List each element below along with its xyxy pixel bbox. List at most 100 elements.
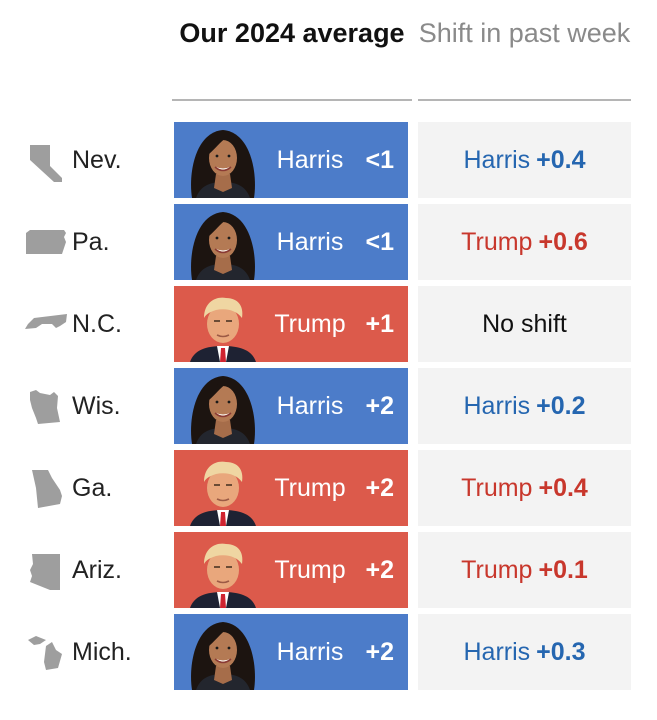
harris-eye-left: [215, 400, 219, 404]
trump-tie: [220, 512, 226, 526]
shift-candidate: Trump: [461, 228, 533, 256]
shift-candidate: Harris: [463, 638, 531, 666]
harris-lips: [214, 248, 232, 254]
leader-name: Trump: [274, 474, 346, 502]
harris-portrait-icon: [191, 212, 255, 280]
table-row: Pa. Harris <1 Trump +0.6: [0, 204, 657, 280]
trump-hair: [204, 461, 243, 482]
state-outline: [28, 636, 62, 670]
state-label: Ariz.: [72, 555, 122, 584]
trump-eye-left: [214, 566, 220, 568]
no-shift-label: No shift: [482, 310, 567, 338]
trump-face: [207, 469, 239, 507]
state-outline: [32, 470, 62, 508]
harris-smile: [216, 249, 230, 252]
state-cell: Ariz.: [24, 532, 122, 608]
trump-mouth: [216, 580, 230, 584]
lead-margin: <1: [365, 228, 394, 256]
state-cell: Wis.: [24, 368, 121, 444]
state-label: Wis.: [72, 391, 121, 420]
table-row: Ariz. Trump +2 Trump +0.1: [0, 532, 657, 608]
shift-value: +0.4: [536, 146, 586, 174]
leader-name: Harris: [276, 228, 344, 256]
shift-header-rule: [418, 99, 631, 101]
average-cell: Harris <1: [174, 122, 408, 198]
harris-eye-left: [215, 236, 219, 240]
lead-margin: +2: [365, 392, 394, 420]
shift-column-header: Shift in past week: [418, 18, 631, 48]
state-outline: [30, 554, 60, 590]
harris-neck: [214, 666, 232, 684]
shift-cell: Trump +0.6: [418, 204, 631, 280]
shift-cell: Trump +0.4: [418, 450, 631, 526]
shift-cell: Harris +0.4: [418, 122, 631, 198]
leader-name: Trump: [274, 556, 346, 584]
state-label: Nev.: [72, 145, 122, 174]
north-carolina-icon: [25, 314, 67, 329]
shift-value: +0.1: [538, 556, 588, 584]
harris-neck: [214, 174, 232, 192]
wisconsin-icon: [30, 390, 60, 424]
trump-eye-left: [214, 484, 220, 486]
harris-bangs: [209, 383, 226, 400]
table-row: Ga. Trump +2 Trump +0.4: [0, 450, 657, 526]
average-cell: Harris <1: [174, 204, 408, 280]
harris-lips: [214, 166, 232, 172]
georgia-icon: [32, 470, 62, 508]
table-row: N.C. Trump +1 No shift: [0, 286, 657, 362]
state-cell: Pa.: [24, 204, 110, 280]
trump-mouth: [216, 334, 230, 338]
state-outline: [26, 230, 66, 254]
shift-value: +0.4: [538, 474, 588, 502]
average-cell: Trump +2: [174, 450, 408, 526]
average-column-header: Our 2024 average: [179, 18, 405, 48]
harris-smile: [216, 659, 230, 662]
leader-name: Trump: [274, 310, 346, 338]
average-cell: Harris +2: [174, 614, 408, 690]
shift-cell: Trump +0.1: [418, 532, 631, 608]
state-label: Pa.: [72, 227, 110, 256]
shift-candidate: Trump: [461, 556, 533, 584]
trump-hair: [204, 297, 243, 318]
trump-hair: [204, 543, 243, 564]
average-cell: Harris +2: [174, 368, 408, 444]
state-cell: Mich.: [24, 614, 132, 690]
harris-neck: [214, 420, 232, 438]
lead-margin: +2: [365, 474, 394, 502]
harris-bangs: [209, 629, 226, 646]
shift-value: +0.3: [536, 638, 586, 666]
state-cell: Nev.: [24, 122, 122, 198]
trump-mouth: [216, 498, 230, 502]
lead-margin: +2: [365, 638, 394, 666]
trump-eye-right: [226, 566, 232, 568]
state-cell: N.C.: [24, 286, 122, 362]
harris-eye-left: [215, 646, 219, 650]
average-header-rule: [172, 99, 412, 101]
state-outline: [30, 145, 62, 182]
state-outline: [25, 314, 67, 329]
state-cell: Ga.: [24, 450, 112, 526]
harris-eye-right: [227, 154, 231, 158]
shift-cell: No shift: [418, 286, 631, 362]
state-label: Ga.: [72, 473, 113, 502]
michigan-icon: [28, 636, 62, 670]
harris-eye-right: [227, 236, 231, 240]
table-row: Wis. Harris +2 Harris +0.2: [0, 368, 657, 444]
harris-smile: [216, 167, 230, 170]
shift-cell: Harris +0.2: [418, 368, 631, 444]
trump-face: [207, 305, 239, 343]
trump-eye-right: [226, 320, 232, 322]
trump-portrait-icon: [190, 297, 256, 362]
shift-value: +0.2: [536, 392, 586, 420]
average-cell: Trump +1: [174, 286, 408, 362]
trump-eye-right: [226, 484, 232, 486]
trump-face: [207, 551, 239, 589]
shift-candidate: Trump: [461, 474, 533, 502]
average-cell: Trump +2: [174, 532, 408, 608]
harris-portrait-icon: [191, 130, 255, 198]
harris-lips: [214, 658, 232, 664]
trump-eye-left: [214, 320, 220, 322]
table-row: Nev. Harris <1 Harris +0.4: [0, 122, 657, 198]
leader-name: Harris: [276, 392, 344, 420]
leader-name: Harris: [276, 638, 344, 666]
